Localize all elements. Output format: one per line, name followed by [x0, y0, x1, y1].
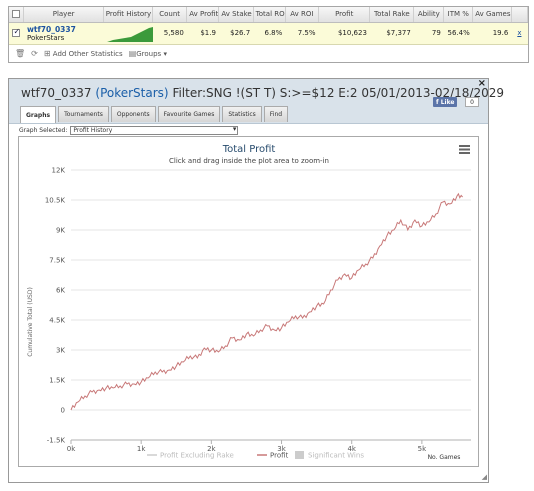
trash-icon[interactable]: 🗑: [15, 48, 26, 58]
facebook-like-button[interactable]: f Like: [433, 97, 458, 107]
y-tick-label: 10.5K: [45, 197, 66, 205]
refresh-icon[interactable]: ⟳: [31, 48, 38, 58]
facebook-like-count: 0: [465, 97, 479, 107]
add-statistics-button[interactable]: ⊞ Add Other Statistics: [44, 49, 123, 58]
col-av-roi[interactable]: Av ROI: [285, 7, 320, 23]
remove-row-button[interactable]: x: [511, 22, 528, 45]
col-player[interactable]: Player: [23, 7, 104, 23]
y-tick-label: 1.5K: [49, 377, 65, 385]
add-column-icon: ⊞: [43, 48, 51, 58]
profit-sparkline: [103, 22, 153, 45]
graph-select-row: Graph Selected: Profit History: [19, 126, 239, 135]
y-tick-label: 9K: [56, 227, 65, 235]
resize-grip-icon[interactable]: ◢: [481, 473, 487, 481]
title-site: (PokerStars): [95, 86, 169, 100]
total-roi-cell: 6.8%: [253, 22, 286, 45]
close-icon[interactable]: ×: [477, 78, 486, 89]
y-tick-label: 7.5K: [49, 257, 65, 265]
chart-title: Total Profit: [222, 144, 276, 155]
window-tabs: Graphs Tournaments Opponents Favourite G…: [20, 106, 289, 123]
groups-label: Groups: [136, 49, 162, 58]
y-tick-label: 0: [61, 407, 65, 415]
ability-cell: 79: [413, 22, 444, 45]
stats-header-row: Player Profit History Count Av Profit Av…: [9, 7, 529, 23]
chart-legend: Profit Excluding Rake Profit Significant W…: [147, 451, 364, 460]
x-tick-label: 3k: [277, 445, 286, 453]
groups-icon: ▤: [128, 48, 137, 58]
chart-container[interactable]: -1.5K 0 1.5K 3K 4.5K 6K 7.5K 9K 10.5K 12K 0k 1k 2k 3…: [18, 136, 479, 467]
legend-label: Significant Wins: [308, 452, 364, 460]
col-total-rake[interactable]: Total Rake: [369, 7, 415, 23]
x-tick-label: 5k: [418, 445, 427, 453]
itm-cell: 56.4%: [443, 22, 473, 45]
y-tick-label: 6K: [56, 287, 65, 295]
player-stats-table: Player Profit History Count Av Profit Av…: [8, 6, 529, 63]
player-name-link[interactable]: wtf70_0337: [26, 24, 76, 34]
col-ability[interactable]: Ability: [413, 7, 445, 23]
tab-favourite-games[interactable]: Favourite Games: [157, 106, 221, 122]
player-cell[interactable]: wtf70_0337 PokerStars: [23, 22, 104, 45]
col-profit[interactable]: Profit: [318, 7, 371, 23]
graph-select-dropdown[interactable]: Profit History: [70, 126, 239, 135]
col-av-games[interactable]: Av Games: [472, 7, 512, 23]
title-player: wtf70_0337: [21, 86, 92, 100]
col-count[interactable]: Count: [152, 7, 188, 23]
window-header: wtf70_0337 (PokerStars) Filter:SNG !(ST …: [9, 79, 504, 124]
chevron-down-icon: ▾: [163, 49, 167, 58]
av-roi-cell: 7.5%: [285, 22, 319, 45]
y-tick-label: -1.5K: [47, 437, 66, 445]
legend-label: Profit: [270, 452, 289, 460]
y-tick-label: 4.5K: [49, 317, 65, 325]
x-tick-label: 4k: [347, 445, 356, 453]
groups-dropdown[interactable]: ▤Groups ▾: [129, 49, 167, 58]
row-checkbox[interactable]: [9, 22, 24, 45]
col-itm[interactable]: ITM %: [443, 7, 474, 23]
total-rake-cell: $7,377: [369, 22, 414, 45]
profit-cell: $10,623: [318, 22, 370, 45]
player-site: PokerStars: [26, 33, 65, 42]
av-profit-cell: $1.9: [186, 22, 219, 45]
legend-label: Profit Excluding Rake: [160, 452, 234, 460]
col-total-roi[interactable]: Total ROI: [253, 7, 286, 23]
y-tick-label: 12K: [52, 167, 66, 175]
tab-statistics[interactable]: Statistics: [222, 106, 262, 122]
tab-find[interactable]: Find: [263, 106, 289, 122]
x-axis-label: No. Games: [428, 454, 461, 461]
count-cell: 5,580: [152, 22, 187, 45]
legend-swatch: [295, 451, 304, 459]
graph-window: wtf70_0337 (PokerStars) Filter:SNG !(ST …: [8, 78, 504, 483]
av-stake-cell: $26.7: [218, 22, 254, 45]
series-profit-line: [70, 192, 463, 411]
hamburger-menu-icon[interactable]: [459, 145, 470, 154]
tab-opponents[interactable]: Opponents: [110, 106, 156, 122]
stats-footer: 🗑 ⟳ ⊞ Add Other Statistics ▤Groups ▾: [9, 44, 528, 62]
table-row[interactable]: wtf70_0337 PokerStars 5,580 $1.9 $26.7 6…: [9, 22, 528, 45]
add-statistics-label: Add Other Statistics: [52, 49, 123, 58]
y-tick-label: 3K: [56, 347, 65, 355]
graph-selected-label: Graph Selected:: [19, 127, 68, 134]
tab-tournaments[interactable]: Tournaments: [58, 106, 109, 122]
col-av-profit[interactable]: Av Profit: [186, 7, 220, 23]
window-title: wtf70_0337 (PokerStars) Filter:SNG !(ST …: [21, 86, 504, 100]
av-games-cell: 19.6: [472, 22, 512, 45]
x-tick-label: 2k: [207, 445, 216, 453]
x-tick-label: 0k: [67, 445, 76, 453]
col-av-stake[interactable]: Av Stake: [218, 7, 254, 23]
y-axis-label: Cumulative Total (USD): [27, 287, 34, 357]
col-profit-history[interactable]: Profit History: [103, 7, 154, 23]
x-tick-label: 1k: [137, 445, 146, 453]
title-filter: Filter:SNG !(ST T) S:>=$12 E:2 05/01/201…: [172, 86, 504, 100]
fb-like-label: Like: [440, 98, 455, 106]
facebook-icon: f: [436, 98, 441, 106]
select-all-checkbox[interactable]: [9, 7, 25, 23]
tab-graphs[interactable]: Graphs: [20, 106, 57, 123]
profit-chart[interactable]: -1.5K 0 1.5K 3K 4.5K 6K 7.5K 9K 10.5K 12K 0k 1k 2k 3…: [19, 137, 480, 468]
chart-subtitle: Click and drag inside the plot area to z…: [169, 157, 329, 165]
